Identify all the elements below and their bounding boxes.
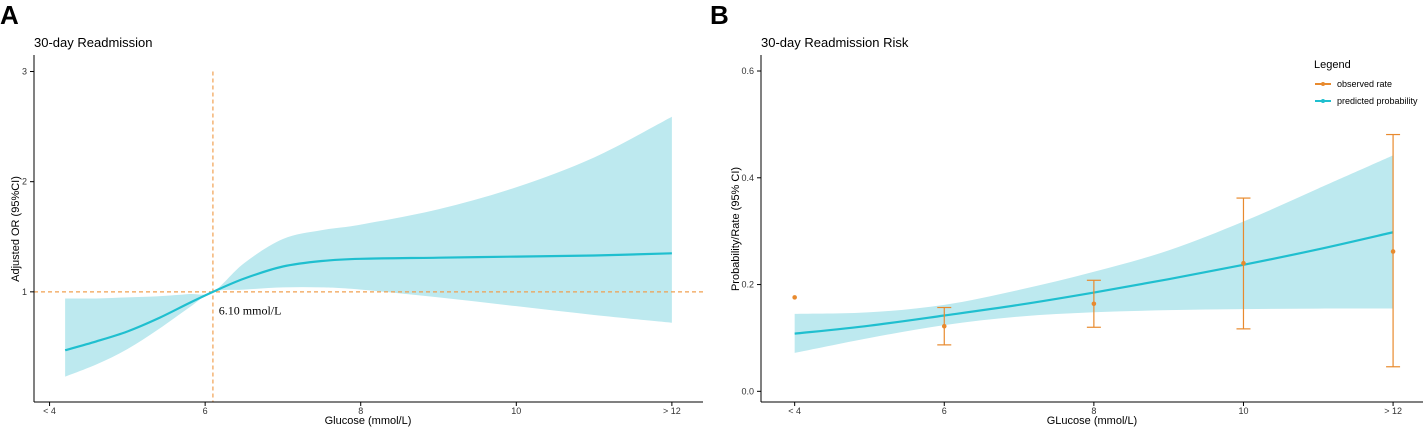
panel-a-x-ticks: < 4 6 8 10 > 12 bbox=[43, 402, 681, 416]
panel-b-x-ticks: < 4 6 8 10 > 12 bbox=[788, 402, 1402, 416]
panel-b-x-tick-label: < 4 bbox=[788, 406, 801, 416]
panel-b-observed-point bbox=[792, 295, 797, 300]
legend-predicted-dot bbox=[1321, 99, 1325, 103]
panel-b-observed-point bbox=[1241, 260, 1246, 266]
panel-a-y-tick-label: 1 bbox=[22, 287, 27, 297]
panel-a-y-label: Adjusted OR (95%CI) bbox=[10, 176, 22, 282]
panel-b-x-tick-label: 8 bbox=[1091, 406, 1096, 416]
panel-b-y-tick-label: 0.0 bbox=[741, 386, 754, 396]
panel-b-observed-point bbox=[1091, 301, 1097, 307]
panel-a-x-tick-label: > 12 bbox=[663, 406, 681, 416]
panel-a-x-label: Glucose (mmol/L) bbox=[325, 415, 412, 427]
panel-b-y-label: Probability/Rate (95% CI) bbox=[730, 167, 742, 291]
panel-a-x-tick-label: 8 bbox=[358, 406, 363, 416]
panel-a-letter: A bbox=[0, 0, 19, 30]
legend-title: Legend bbox=[1314, 59, 1351, 71]
panel-a-x-tick-label: 10 bbox=[511, 406, 521, 416]
panel-a-title: 30-day Readmission bbox=[34, 35, 153, 50]
panel-b-observed-points bbox=[792, 133, 1401, 368]
panel-b-x-label: GLucose (mmol/L) bbox=[1047, 415, 1137, 427]
panel-b-x-tick-label: 6 bbox=[942, 406, 947, 416]
panel-b-y-tick-label: 0.6 bbox=[741, 66, 754, 76]
panel-a-y-ticks: 1 2 3 bbox=[22, 67, 34, 297]
panel-a-y-tick-label: 2 bbox=[22, 177, 27, 187]
panel-b-y-tick-label: 0.2 bbox=[741, 280, 754, 290]
panel-a-x-tick-label: 6 bbox=[203, 406, 208, 416]
panel-b-x-tick-label: > 12 bbox=[1384, 406, 1402, 416]
panel-a-ci-band bbox=[65, 116, 672, 377]
panel-b-observed-point bbox=[941, 323, 947, 329]
legend-observed-label: observed rate bbox=[1337, 79, 1392, 89]
panel-b-x-tick-label: 10 bbox=[1238, 406, 1248, 416]
panel-a: A 30-day Readmission 6.10 mmol/L < 4 6 8 10… bbox=[0, 0, 703, 427]
panel-b-y-tick-label: 0.4 bbox=[741, 173, 754, 183]
panel-a-y-tick-label: 3 bbox=[22, 67, 27, 77]
panel-a-or-curve bbox=[64, 252, 672, 352]
panel-b-legend: Legend observed rate predicted probabili… bbox=[1314, 59, 1418, 106]
legend-predicted-label: predicted probability bbox=[1337, 96, 1418, 106]
panel-b-title: 30-day Readmission Risk bbox=[761, 35, 909, 50]
panel-b: B 30-day Readmission Risk < 4 6 8 10 > 12 0.… bbox=[710, 0, 1423, 427]
panel-a-x-tick-label: < 4 bbox=[43, 406, 56, 416]
panel-a-annotation: 6.10 mmol/L bbox=[219, 304, 282, 318]
panel-b-y-ticks: 0.0 0.2 0.4 0.6 bbox=[741, 66, 761, 396]
legend-observed-dot bbox=[1321, 82, 1325, 86]
panel-b-letter: B bbox=[710, 0, 729, 30]
panel-b-observed-point bbox=[1390, 249, 1396, 254]
